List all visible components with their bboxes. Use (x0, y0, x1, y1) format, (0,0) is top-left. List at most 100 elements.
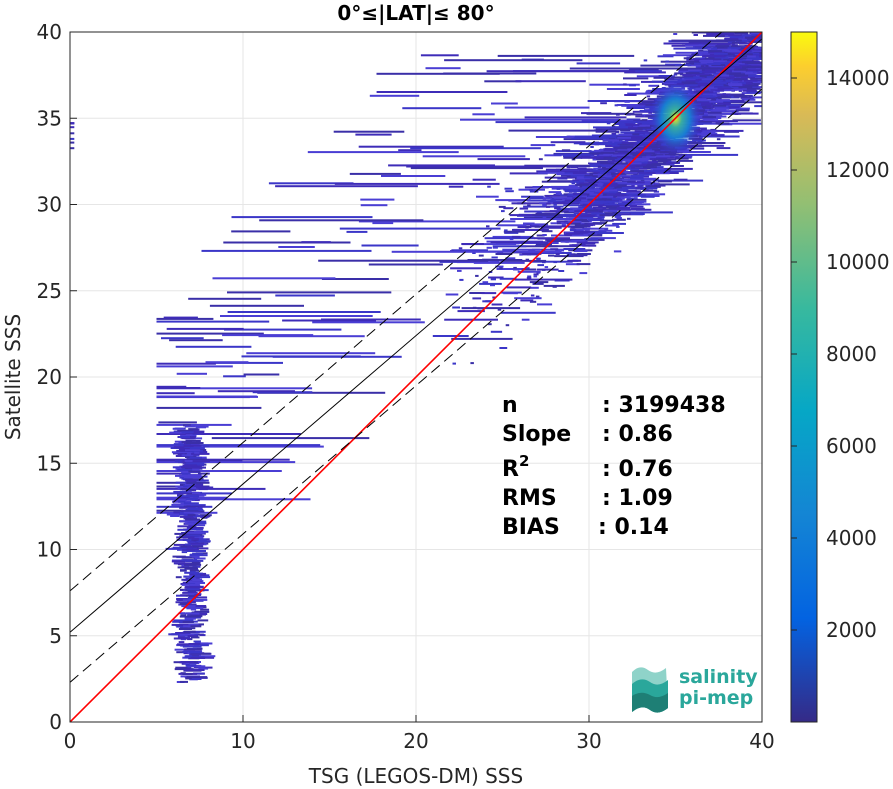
density-cell (515, 80, 586, 83)
density-cell (643, 140, 657, 143)
density-cell (517, 270, 541, 273)
density-cell (727, 41, 734, 44)
density-cell (618, 133, 633, 136)
density-cell (178, 448, 190, 450)
density-cell (481, 292, 497, 295)
density-cell (268, 182, 354, 185)
density-cell (728, 83, 742, 86)
density-cell (222, 334, 314, 337)
density-cell (631, 207, 645, 210)
density-cell (497, 251, 504, 254)
density-cell (169, 339, 223, 342)
density-cell (645, 185, 660, 188)
density-cell (600, 162, 615, 165)
density-cell (615, 178, 630, 181)
density-cell (186, 442, 204, 444)
density-cell (473, 261, 525, 264)
density-cell (592, 158, 597, 161)
density-cell (728, 34, 743, 37)
density-cell (715, 122, 730, 125)
density-cell (588, 162, 592, 165)
density-cell (509, 214, 546, 217)
density-cell (513, 228, 546, 231)
density-cell (179, 513, 194, 516)
density-cell (177, 487, 198, 489)
density-cell (156, 470, 282, 472)
density-cell (349, 172, 401, 175)
density-cell (720, 89, 735, 92)
density-cell (184, 522, 198, 525)
density-cell (636, 208, 652, 211)
density-cell (479, 282, 502, 285)
density-cell (653, 76, 668, 79)
density-cell (572, 193, 587, 196)
density-cell (200, 608, 210, 611)
density-cell (184, 625, 202, 628)
salinity-pi-mep-logo: salinity pi-mep (632, 666, 758, 713)
density-cell (718, 97, 722, 100)
density-cell (603, 164, 618, 167)
density-cell (599, 214, 614, 217)
density-cell (628, 135, 643, 138)
density-cell (704, 69, 719, 72)
density-cell (622, 138, 637, 140)
chart-title: 0°≤|LAT|≤ 80° (337, 1, 494, 25)
density-cell (529, 225, 591, 228)
density-cell (183, 562, 198, 565)
density-cell (602, 191, 617, 194)
density-cell (557, 222, 561, 225)
y-tick-label: 20 (37, 365, 62, 389)
density-cell (188, 524, 206, 527)
density-cell (664, 78, 686, 81)
density-cell (627, 217, 631, 220)
stats-block: n : 3199438 Slope : 0.86 R2 : 0.76 RMS :… (502, 393, 726, 540)
density-cell (511, 202, 526, 205)
density-cell (667, 78, 675, 80)
density-cell (171, 547, 193, 550)
density-cell (598, 198, 612, 201)
density-cell (181, 473, 191, 475)
density-cell (646, 154, 651, 157)
density-cell (712, 104, 727, 107)
density-cell (613, 188, 628, 191)
density-cell (621, 141, 636, 144)
density-cell (613, 181, 628, 184)
density-cell (570, 165, 634, 167)
density-cell (728, 39, 742, 42)
density-cell (492, 245, 527, 248)
density-cell (198, 472, 210, 475)
density-cell (190, 608, 197, 611)
density-cell (182, 464, 198, 467)
density-cell (376, 91, 508, 93)
density-cell (488, 323, 492, 326)
density-cell (603, 189, 618, 192)
density-cell (634, 159, 649, 162)
density-cell (184, 567, 198, 570)
density-cell (188, 643, 201, 645)
density-cell (600, 186, 615, 189)
density-cell (185, 589, 205, 592)
density-cell (259, 219, 424, 222)
density-cell (707, 34, 721, 37)
density-cell (631, 213, 645, 215)
density-cell (191, 464, 204, 467)
density-cell (621, 104, 659, 107)
density-cell (612, 211, 673, 214)
density-cell (521, 195, 544, 198)
density-cell (563, 233, 603, 236)
density-cell (593, 174, 607, 176)
density-cell (190, 607, 204, 610)
density-cell (743, 72, 758, 75)
density-cell (690, 147, 705, 150)
density-cell (642, 177, 657, 180)
density-cell (739, 94, 753, 97)
density-cell (542, 203, 547, 206)
density-cell (425, 67, 461, 70)
density-cell (372, 222, 394, 225)
stat-slope-value: : 0.86 (602, 422, 673, 447)
density-cell (585, 179, 599, 182)
density-cell (168, 633, 180, 636)
density-cell (553, 261, 558, 264)
density-cell (519, 207, 529, 210)
density-cell (546, 180, 576, 183)
